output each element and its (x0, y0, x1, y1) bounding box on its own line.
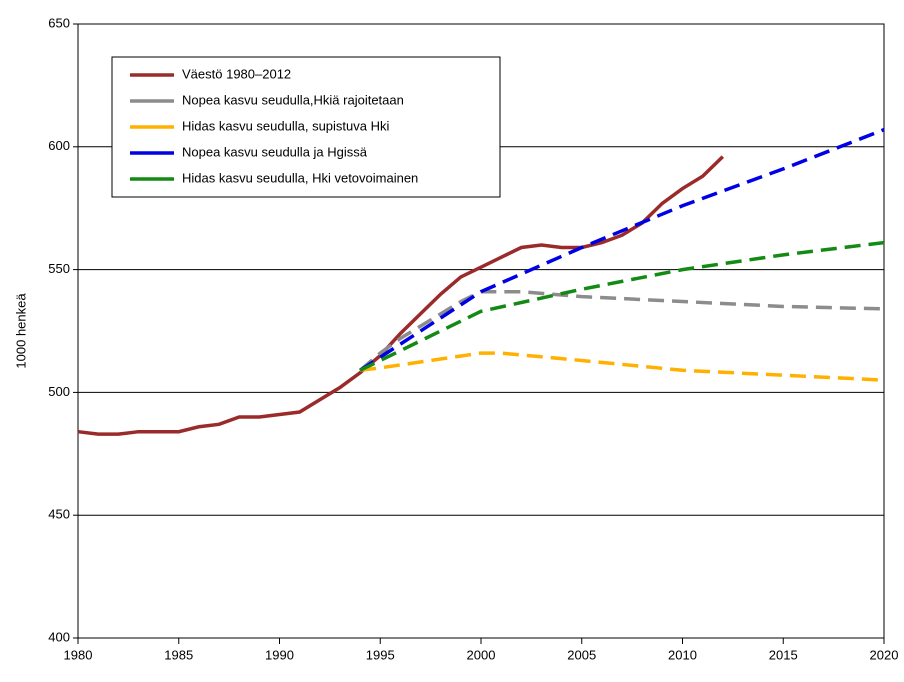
x-tick-label: 1990 (265, 647, 294, 662)
x-tick-label: 2015 (769, 647, 798, 662)
y-axis-label: 1000 henkeä (13, 293, 28, 369)
series-line (359, 127, 885, 372)
y-tick-label: 600 (48, 138, 70, 153)
x-tick-label: 2020 (870, 647, 899, 662)
legend-label: Nopea kasvu seudulla,Hkiä rajoitetaan (182, 92, 404, 107)
series-line (359, 351, 885, 382)
x-tick-label: 1980 (64, 647, 93, 662)
y-tick-label: 500 (48, 384, 70, 399)
series-line (359, 240, 885, 372)
y-tick-label: 400 (48, 629, 70, 644)
y-tick-label: 550 (48, 261, 70, 276)
y-tick-label: 450 (48, 507, 70, 522)
x-tick-label: 2000 (467, 647, 496, 662)
legend-label: Väestö 1980–2012 (182, 66, 291, 81)
legend-label: Hidas kasvu seudulla, supistuva Hki (182, 118, 389, 133)
y-tick-label: 650 (48, 15, 70, 30)
legend-label: Nopea kasvu seudulla ja Hgissä (182, 144, 368, 159)
x-tick-label: 1995 (366, 647, 395, 662)
legend-label: Hidas kasvu seudulla, Hki vetovoimainen (182, 170, 418, 185)
series-line (77, 155, 725, 436)
x-tick-label: 2010 (668, 647, 697, 662)
legend-box (111, 56, 501, 198)
x-tick-label: 1985 (164, 647, 193, 662)
x-tick-label: 2005 (567, 647, 596, 662)
